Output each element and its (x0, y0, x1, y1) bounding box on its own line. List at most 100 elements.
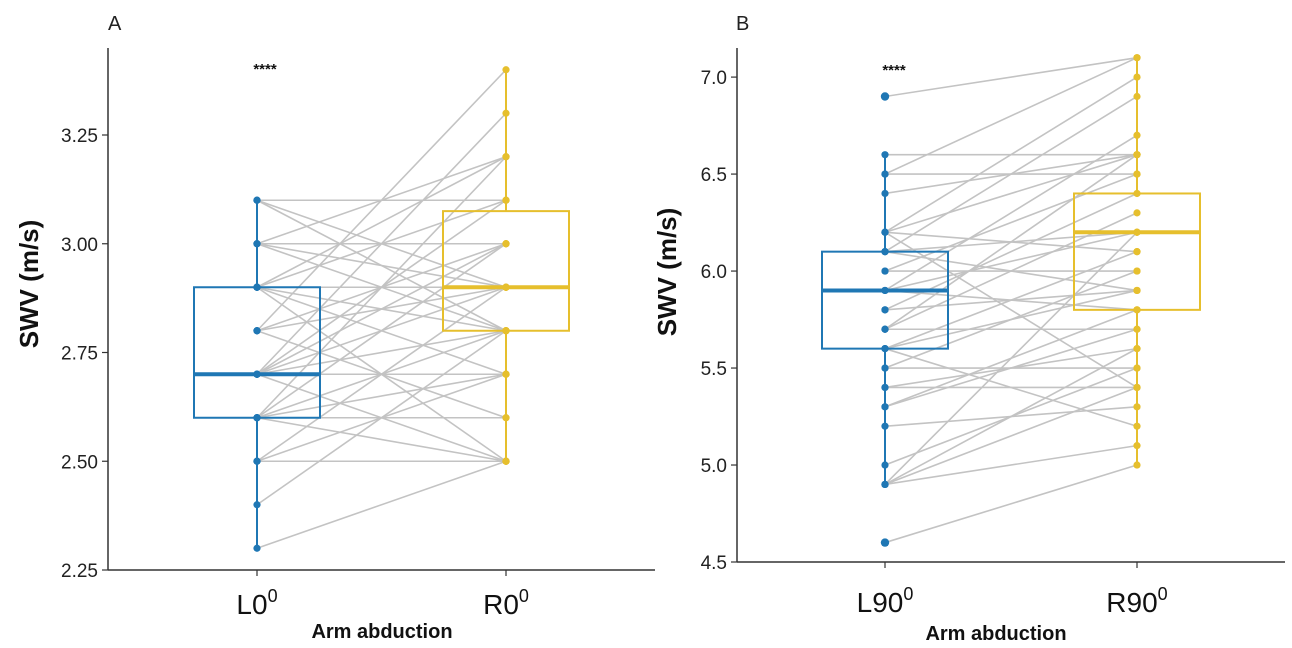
y-tick-label: 3.25 (61, 126, 98, 147)
data-point (881, 306, 889, 314)
data-point (1133, 422, 1141, 430)
data-point (502, 66, 510, 74)
panel-a-axes: 2.25 2.50 2.75 3.00 3.25 (61, 48, 655, 582)
data-point (502, 240, 510, 248)
data-point (1133, 189, 1141, 198)
panel-b: B SWV (m/s) Arm abduction **** 4.5 5.0 5.5… (652, 13, 1285, 645)
data-point (253, 414, 261, 422)
data-point (1133, 442, 1141, 450)
pair-line (256, 373, 507, 419)
pair-line (884, 309, 1138, 408)
pair-line (884, 56, 1138, 98)
panel-a-x-ticks: L00 R00 (236, 570, 529, 620)
panel-b-y-axis-title: SWV (m/s) (652, 208, 682, 337)
data-point (502, 414, 510, 422)
pair-line (256, 242, 507, 332)
data-point (502, 109, 510, 117)
pair-line (884, 289, 1138, 350)
pair-line (256, 460, 507, 550)
data-point (1133, 364, 1141, 372)
data-point (881, 228, 889, 236)
data-point (253, 283, 261, 291)
pair-line (884, 56, 1138, 175)
data-point (502, 327, 510, 335)
data-point (1133, 403, 1141, 411)
data-point (1133, 131, 1141, 139)
x-tick-label: R900 (1106, 584, 1167, 618)
data-point (881, 461, 889, 469)
data-point (881, 345, 889, 353)
pair-line (884, 231, 1138, 292)
pair-line (884, 231, 1138, 253)
data-point (253, 501, 261, 509)
pair-line (256, 156, 507, 288)
data-point (881, 383, 889, 392)
data-point (881, 325, 889, 333)
y-tick-label: 3.00 (61, 235, 98, 256)
x-tick-label: L900 (857, 584, 914, 618)
data-point (502, 196, 510, 204)
pair-line (256, 416, 507, 463)
pair-line (884, 134, 1138, 292)
panel-a-letter: A (108, 13, 122, 35)
data-point (253, 457, 261, 465)
y-tick-label: 2.25 (61, 561, 98, 582)
panel-b-letter: B (736, 13, 749, 35)
x-tick-label: R00 (483, 586, 529, 620)
data-point (502, 370, 510, 378)
data-point (881, 480, 889, 489)
pair-line (256, 373, 507, 463)
data-point (253, 544, 261, 552)
panel-a-y-axis-title: SWV (m/s) (14, 220, 44, 349)
data-point (1133, 170, 1141, 178)
data-point (253, 327, 261, 335)
y-tick-label: 5.5 (701, 359, 727, 380)
pair-line (884, 289, 1138, 311)
data-point (253, 240, 261, 248)
data-point (1133, 73, 1141, 81)
data-point (881, 189, 889, 198)
data-point (881, 170, 889, 178)
box-iqr (193, 286, 321, 419)
data-point (1133, 383, 1141, 392)
panel-b-x-axis-title: Arm abduction (925, 623, 1066, 645)
panel-b-axes: 4.5 5.0 5.5 6.0 6.5 7.0 (701, 48, 1285, 574)
data-point (881, 364, 889, 372)
panel-a-significance-marker: **** (253, 61, 277, 78)
panel-b-pair-lines (884, 56, 1138, 544)
panel-b-points (880, 54, 1141, 547)
y-tick-label: 4.5 (701, 553, 727, 574)
box-iqr (442, 210, 570, 332)
panel-a-pair-lines (256, 69, 507, 550)
y-tick-label: 2.50 (61, 452, 98, 473)
outlier-point (880, 538, 890, 547)
data-point (1133, 345, 1141, 353)
pair-line (884, 173, 1138, 272)
pair-line (884, 464, 1138, 544)
data-point (1133, 248, 1141, 256)
panel-a: A SWV (m/s) Arm abduction **** 2.252.502… (14, 13, 655, 643)
pair-line (884, 231, 1138, 389)
pair-line (256, 286, 507, 462)
data-point (881, 267, 889, 275)
pair-line (256, 286, 507, 332)
pair-line (256, 286, 507, 376)
pair-line (884, 386, 1138, 486)
y-tick-label: 5.0 (701, 456, 727, 477)
panel-a-x-axis-title: Arm abduction (311, 621, 452, 643)
y-tick-label: 6.5 (701, 165, 727, 186)
data-point (1133, 54, 1141, 62)
y-tick-label: 6.0 (701, 262, 727, 283)
pair-line (884, 406, 1138, 428)
panel-a-points (253, 66, 510, 552)
pair-line (256, 199, 507, 289)
data-point (881, 403, 889, 411)
data-point (1133, 325, 1141, 333)
box-iqr (821, 250, 949, 350)
pair-line (884, 444, 1138, 486)
data-point (1133, 286, 1141, 295)
y-tick-label: 2.75 (61, 344, 98, 365)
data-point (1133, 151, 1141, 159)
panel-b-significance-marker: **** (882, 62, 906, 79)
